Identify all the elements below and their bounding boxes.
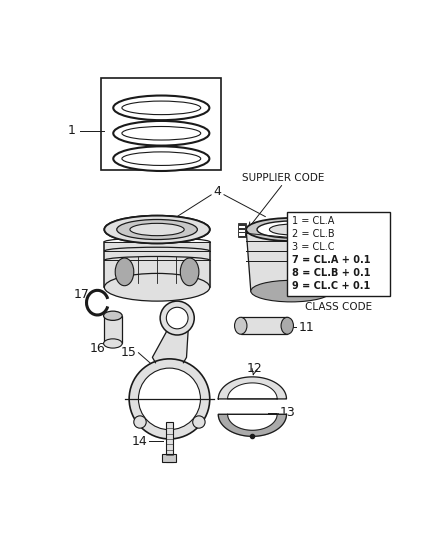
Text: 11: 11 bbox=[299, 321, 314, 334]
Ellipse shape bbox=[269, 224, 313, 235]
Text: 2 = CL.B: 2 = CL.B bbox=[292, 229, 335, 239]
Bar bbox=[103, 316, 122, 343]
Ellipse shape bbox=[180, 258, 199, 286]
Ellipse shape bbox=[115, 258, 134, 286]
Text: SUPPLIER CODE: SUPPLIER CODE bbox=[242, 173, 325, 183]
Text: 8 = CL.B + 0.1: 8 = CL.B + 0.1 bbox=[292, 269, 371, 278]
Ellipse shape bbox=[193, 416, 205, 428]
Bar bbox=[101, 78, 221, 170]
Ellipse shape bbox=[251, 280, 332, 302]
Text: 15: 15 bbox=[120, 346, 136, 359]
Polygon shape bbox=[246, 230, 336, 291]
Ellipse shape bbox=[281, 317, 293, 334]
Ellipse shape bbox=[122, 101, 201, 115]
Bar bbox=[166, 422, 173, 462]
Text: 9 = CL.C + 0.1: 9 = CL.C + 0.1 bbox=[292, 281, 370, 292]
Ellipse shape bbox=[134, 416, 146, 428]
Text: 1 = CL.A: 1 = CL.A bbox=[292, 216, 334, 226]
Bar bbox=[239, 233, 245, 236]
Ellipse shape bbox=[117, 220, 198, 239]
Text: 7 = CL.A + 0.1: 7 = CL.A + 0.1 bbox=[292, 255, 371, 265]
Polygon shape bbox=[104, 242, 210, 287]
Ellipse shape bbox=[130, 223, 184, 236]
Bar bbox=[241, 317, 287, 334]
Bar bbox=[287, 212, 389, 296]
Text: 17: 17 bbox=[74, 288, 90, 302]
Ellipse shape bbox=[122, 152, 201, 165]
Ellipse shape bbox=[160, 301, 194, 335]
Text: CLASS CODE: CLASS CODE bbox=[305, 302, 372, 312]
Bar bbox=[239, 230, 245, 232]
Ellipse shape bbox=[117, 220, 198, 239]
Ellipse shape bbox=[138, 368, 201, 430]
Ellipse shape bbox=[113, 95, 209, 120]
Ellipse shape bbox=[257, 221, 325, 238]
Text: 3 = CL.C: 3 = CL.C bbox=[292, 242, 334, 252]
Text: 1: 1 bbox=[68, 124, 76, 138]
Polygon shape bbox=[152, 326, 188, 363]
Ellipse shape bbox=[104, 216, 210, 244]
Text: 4: 4 bbox=[214, 184, 222, 198]
Ellipse shape bbox=[130, 223, 184, 236]
Polygon shape bbox=[218, 377, 286, 399]
Bar bbox=[238, 223, 246, 237]
Ellipse shape bbox=[113, 147, 209, 171]
Ellipse shape bbox=[104, 216, 210, 244]
Bar bbox=[239, 225, 245, 228]
Ellipse shape bbox=[235, 317, 247, 334]
Ellipse shape bbox=[113, 121, 209, 146]
Text: 14: 14 bbox=[132, 435, 148, 448]
Ellipse shape bbox=[129, 359, 210, 439]
Ellipse shape bbox=[103, 339, 122, 348]
Text: 16: 16 bbox=[89, 342, 105, 356]
Text: 13: 13 bbox=[279, 406, 295, 419]
Ellipse shape bbox=[104, 273, 210, 301]
Bar bbox=[162, 454, 177, 462]
Text: 12: 12 bbox=[247, 361, 262, 375]
Ellipse shape bbox=[103, 311, 122, 320]
Ellipse shape bbox=[246, 218, 336, 241]
Polygon shape bbox=[218, 414, 286, 437]
Ellipse shape bbox=[122, 126, 201, 140]
Ellipse shape bbox=[166, 308, 188, 329]
